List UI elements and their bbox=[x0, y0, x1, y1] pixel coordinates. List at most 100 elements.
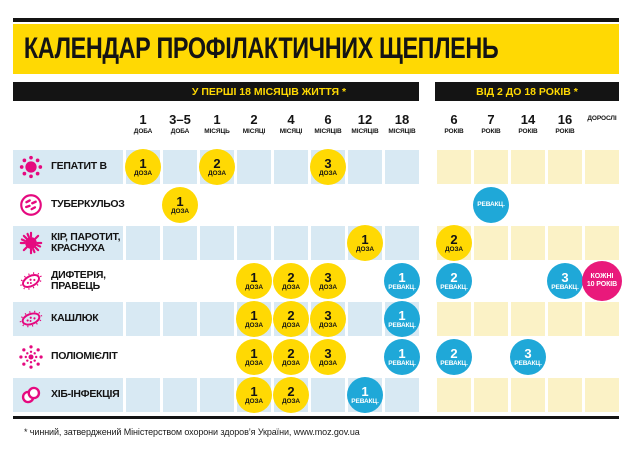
row-label-text: ТУБЕРКУЛЬОЗ bbox=[51, 198, 125, 211]
column-header: 1 ДОБА bbox=[126, 104, 160, 146]
column-header-unit: РОКІВ bbox=[555, 128, 575, 135]
marker-label: ДОЗА bbox=[281, 283, 301, 291]
dose-marker: 2 ДОЗА bbox=[436, 225, 472, 261]
cell bbox=[348, 264, 382, 298]
column-header-unit: ДОБА bbox=[133, 128, 153, 135]
cell bbox=[163, 264, 197, 298]
marker-value: 2 bbox=[450, 345, 458, 361]
dose-marker: 3 ДОЗА bbox=[310, 301, 346, 337]
cell: 2 ДОЗА bbox=[273, 339, 309, 375]
cell: 1 ДОЗА bbox=[162, 187, 198, 223]
marker-label: ДОЗА bbox=[281, 397, 301, 405]
marker-value: 2 bbox=[287, 383, 295, 399]
cell bbox=[237, 188, 271, 222]
marker-value: 2 bbox=[450, 269, 458, 285]
cell: 3 РЕВАКЦ. bbox=[547, 263, 583, 299]
cell: 2 ДОЗА bbox=[273, 301, 309, 337]
marker-value: 1 bbox=[250, 383, 258, 399]
marker-value: КОЖНІ bbox=[590, 272, 614, 280]
row-label-text: ДИФТЕРІЯ, ПРАВЕЦЬ bbox=[51, 268, 106, 292]
marker-value: 3 bbox=[524, 345, 532, 361]
section-gap bbox=[422, 378, 434, 412]
marker-label: ДОЗА bbox=[133, 169, 153, 177]
pertussis-bacteria-icon bbox=[16, 306, 46, 332]
bottom-rule bbox=[13, 416, 619, 419]
dose-marker: 2 ДОЗА bbox=[273, 377, 309, 413]
cell bbox=[474, 264, 508, 298]
marker-value: 1 bbox=[398, 307, 406, 323]
cell bbox=[348, 302, 382, 336]
column-header-unit: РОКІВ bbox=[518, 128, 538, 135]
marker-value: 3 bbox=[324, 345, 332, 361]
cell bbox=[474, 378, 508, 412]
dose-marker: 1 ДОЗА bbox=[162, 187, 198, 223]
column-header-value: 12 bbox=[357, 112, 373, 127]
hib-bacteria-icon bbox=[16, 382, 46, 408]
cell: 3 РЕВАКЦ. bbox=[510, 339, 546, 375]
marker-value: 2 bbox=[287, 345, 295, 361]
cell: 1 РЕВАКЦ. bbox=[347, 377, 383, 413]
marker-value: 1 bbox=[398, 345, 406, 361]
section-first-18-months-label: У ПЕРШІ 18 МІСЯЦІВ ЖИТТЯ * bbox=[191, 85, 347, 98]
column-header-unit: РОКІВ bbox=[444, 128, 464, 135]
column-header: ДОРОСЛІ bbox=[585, 104, 619, 146]
marker-label: 10 РОКІВ bbox=[586, 281, 618, 288]
section-gap bbox=[422, 264, 434, 298]
dose-marker: 1 ДОЗА bbox=[347, 225, 383, 261]
row-label: ПОЛІОМІЄЛІТ bbox=[13, 340, 123, 374]
hepatitis-b-virus-icon bbox=[16, 154, 46, 180]
cell: 1 ДОЗА bbox=[236, 301, 272, 337]
cell bbox=[163, 226, 197, 260]
cell: 1 ДОЗА bbox=[236, 263, 272, 299]
revaccination-marker: 1 РЕВАКЦ. bbox=[347, 377, 383, 413]
marker-label: ДОЗА bbox=[318, 321, 338, 329]
revaccination-marker: 1 РЕВАКЦ. bbox=[384, 263, 420, 299]
column-header-value: 1 bbox=[139, 112, 147, 127]
cell bbox=[385, 188, 419, 222]
column-header: 6 РОКІВ bbox=[437, 104, 471, 146]
marker-value: 1 bbox=[250, 269, 258, 285]
dose-marker: 1 ДОЗА bbox=[236, 263, 272, 299]
marker-label: ДОЗА bbox=[318, 169, 338, 177]
row-label: ГЕПАТИТ В bbox=[13, 150, 123, 184]
dose-marker: 1 ДОЗА bbox=[125, 149, 161, 185]
cell: 2 ДОЗА bbox=[273, 263, 309, 299]
marker-label: РЕВАКЦ. bbox=[477, 201, 505, 209]
column-header-spacer bbox=[13, 104, 123, 146]
cell bbox=[437, 378, 471, 412]
row-label-text: ГЕПАТИТ В bbox=[51, 160, 107, 173]
cell bbox=[163, 378, 197, 412]
marker-value: 2 bbox=[213, 155, 221, 171]
marker-label: ДОЗА bbox=[244, 359, 264, 367]
cell: 2 РЕВАКЦ. bbox=[436, 339, 472, 375]
column-header-value: 4 bbox=[287, 112, 295, 127]
dose-marker: 3 ДОЗА bbox=[310, 339, 346, 375]
cell: 2 ДОЗА bbox=[273, 377, 309, 413]
cell: 1 ДОЗА bbox=[236, 339, 272, 375]
cell bbox=[474, 340, 508, 374]
column-header-unit: МІСЯЦІ bbox=[242, 128, 266, 135]
cell bbox=[585, 150, 619, 184]
cell bbox=[437, 302, 471, 336]
cell bbox=[237, 150, 271, 184]
page-title: КАЛЕНДАР ПРОФІЛАКТИЧНИХ ЩЕПЛЕНЬ bbox=[23, 32, 499, 65]
column-header: 1 МІСЯЦЬ bbox=[200, 104, 234, 146]
cell bbox=[585, 302, 619, 336]
column-header: 14 РОКІВ bbox=[511, 104, 545, 146]
section-gap bbox=[422, 340, 434, 374]
cell: 3 ДОЗА bbox=[310, 301, 346, 337]
marker-label: ДОЗА bbox=[244, 321, 264, 329]
cell: РЕВАКЦ. bbox=[473, 187, 509, 223]
column-header-value: 6 bbox=[324, 112, 332, 127]
row-label: ДИФТЕРІЯ, ПРАВЕЦЬ bbox=[13, 264, 123, 298]
marker-label: ДОЗА bbox=[444, 245, 464, 253]
marker-value: 1 bbox=[398, 269, 406, 285]
marker-label: РЕВАКЦ. bbox=[388, 321, 416, 329]
cell bbox=[126, 340, 160, 374]
dose-marker: 2 ДОЗА bbox=[273, 263, 309, 299]
cell: 2 ДОЗА bbox=[436, 225, 472, 261]
marker-value: 1 bbox=[361, 231, 369, 247]
cell bbox=[200, 340, 234, 374]
cell bbox=[585, 188, 619, 222]
section-first-18-months: У ПЕРШІ 18 МІСЯЦІВ ЖИТТЯ * bbox=[13, 82, 419, 101]
